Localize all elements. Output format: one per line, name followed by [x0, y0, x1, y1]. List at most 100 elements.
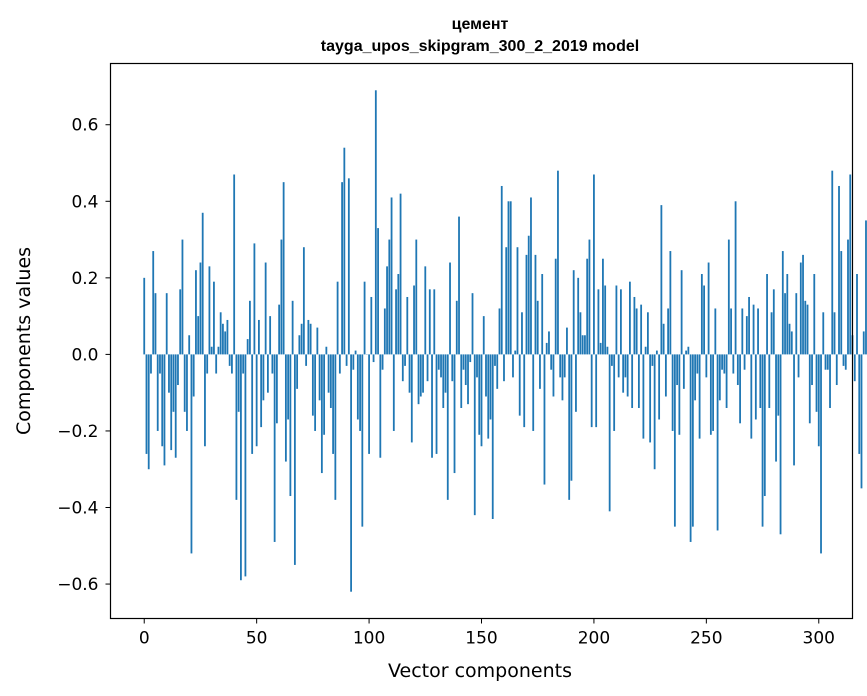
x-axis-label: Vector components: [388, 660, 572, 682]
bar-0: [143, 277, 146, 355]
bar-238: [678, 354, 681, 435]
bar-136: [449, 262, 451, 355]
bar-29: [208, 266, 211, 355]
bar-160: [503, 354, 505, 382]
x-tick-label: 250: [690, 629, 722, 649]
bar-203: [599, 342, 602, 355]
bar-226: [651, 354, 654, 366]
bar-7: [159, 354, 161, 374]
bar-75: [311, 354, 314, 416]
bar-131: [437, 354, 440, 370]
bar-85: [334, 354, 337, 500]
bar-165: [514, 350, 517, 355]
bar-135: [446, 354, 449, 500]
bar-261: [730, 308, 732, 355]
y-tick-label: −0.4: [57, 499, 98, 519]
bar-259: [725, 354, 728, 408]
bar-89: [343, 147, 346, 355]
bar-235: [671, 354, 674, 431]
bar-64: [287, 354, 290, 420]
bar-80: [323, 354, 326, 435]
bar-69: [298, 335, 301, 355]
bar-137: [451, 354, 454, 382]
bar-227: [653, 354, 656, 470]
bar-229: [658, 354, 661, 420]
bar-173: [532, 354, 535, 431]
bar-183: [554, 258, 557, 355]
bar-77: [316, 327, 319, 355]
bar-230: [660, 205, 663, 355]
bar-270: [750, 354, 753, 439]
bar-141: [460, 354, 463, 408]
bar-248: [700, 274, 703, 355]
bar-260: [727, 239, 730, 355]
bar-252: [709, 354, 712, 435]
bar-175: [536, 300, 539, 355]
bar-222: [642, 354, 645, 439]
bar-28: [206, 354, 209, 374]
bar-282: [777, 354, 780, 416]
bar-310: [840, 251, 843, 355]
bar-321: [865, 220, 867, 355]
bar-53: [262, 354, 265, 401]
x-tick-label: 200: [578, 629, 610, 649]
bar-217: [631, 354, 634, 408]
bar-125: [424, 266, 427, 355]
bar-211: [617, 354, 620, 378]
bar-154: [489, 354, 492, 420]
bar-293: [802, 254, 804, 355]
bar-140: [458, 216, 460, 355]
bar-243: [689, 354, 692, 542]
bar-308: [835, 354, 838, 386]
bar-240: [682, 354, 685, 389]
bar-196: [584, 335, 586, 355]
bar-273: [757, 308, 759, 355]
bar-68: [296, 354, 299, 389]
bar-40: [233, 174, 236, 355]
bar-294: [804, 300, 807, 355]
bar-251: [707, 262, 710, 355]
bar-13: [172, 354, 175, 412]
bar-66: [291, 300, 294, 355]
bar-67: [293, 354, 296, 565]
bar-100: [368, 354, 370, 454]
bar-132: [440, 354, 442, 378]
bar-157: [496, 354, 499, 389]
bar-2: [147, 354, 150, 470]
bar-216: [629, 281, 631, 355]
bar-236: [673, 354, 676, 527]
bar-228: [655, 350, 658, 355]
bar-48: [251, 354, 254, 454]
bar-46: [246, 339, 249, 355]
bar-178: [543, 354, 546, 485]
bar-267: [743, 354, 746, 370]
bar-101: [370, 296, 373, 355]
bar-166: [516, 247, 519, 355]
bar-314: [849, 174, 852, 355]
bar-245: [694, 354, 697, 401]
bar-133: [442, 354, 445, 408]
bar-26: [201, 212, 204, 355]
bar-111: [392, 354, 395, 431]
bar-123: [419, 354, 422, 397]
bar-202: [597, 289, 600, 355]
bar-241: [685, 350, 688, 355]
bar-179: [545, 342, 548, 355]
bar-194: [579, 312, 582, 355]
bar-276: [763, 354, 766, 497]
bar-4: [152, 251, 155, 355]
bar-27: [204, 354, 206, 447]
bar-116: [404, 354, 406, 366]
bar-87: [338, 354, 341, 374]
bar-297: [811, 354, 813, 386]
bar-181: [550, 354, 553, 370]
bar-277: [766, 274, 768, 355]
bar-219: [635, 308, 638, 355]
bar-299: [815, 354, 818, 412]
bar-35: [222, 323, 224, 355]
bar-316: [853, 354, 856, 382]
bar-159: [500, 185, 503, 355]
bar-184: [557, 170, 559, 355]
bar-49: [253, 243, 256, 355]
